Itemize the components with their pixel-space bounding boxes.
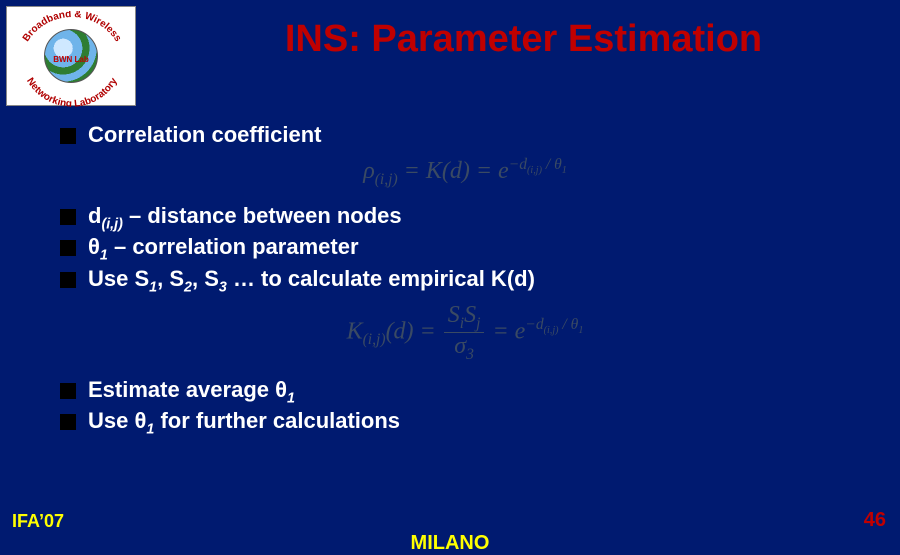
bullet-block-3: Estimate average θ1Use θ1 for further ca… bbox=[60, 377, 870, 438]
logo-center-tag: BWN Lab bbox=[53, 55, 89, 64]
bullet-item: Estimate average θ1 bbox=[60, 377, 870, 406]
equation-1: ρ(i,j) = K(d) = e−d(i,j) / θ1 bbox=[60, 156, 870, 189]
equation-2: K(i,j)(d) = SiSjσ3 = e−d(i,j) / θ1 bbox=[60, 303, 870, 363]
bullet-item: d(i,j) – distance between nodes bbox=[60, 203, 870, 232]
slide-content: Correlation coefficient ρ(i,j) = K(d) = … bbox=[60, 120, 870, 444]
footer-mid: MILANO bbox=[0, 532, 900, 555]
bullet-item: θ1 – correlation parameter bbox=[60, 234, 870, 263]
footer-left: IFA’07 bbox=[12, 511, 64, 532]
bwn-lab-logo: Broadband & Wireless Networking Laborato… bbox=[6, 6, 136, 106]
bullet-item: Use θ1 for further calculations bbox=[60, 408, 870, 437]
slide-title: INS: Parameter Estimation bbox=[155, 18, 892, 61]
bullet-item: Correlation coefficient bbox=[60, 122, 870, 148]
bullet-block-2: d(i,j) – distance between nodesθ1 – corr… bbox=[60, 203, 870, 295]
bullet-item: Use S1, S2, S3 … to calculate empirical … bbox=[60, 266, 870, 295]
bullet-block-1: Correlation coefficient bbox=[60, 122, 870, 148]
footer-right: 46 bbox=[864, 509, 886, 532]
